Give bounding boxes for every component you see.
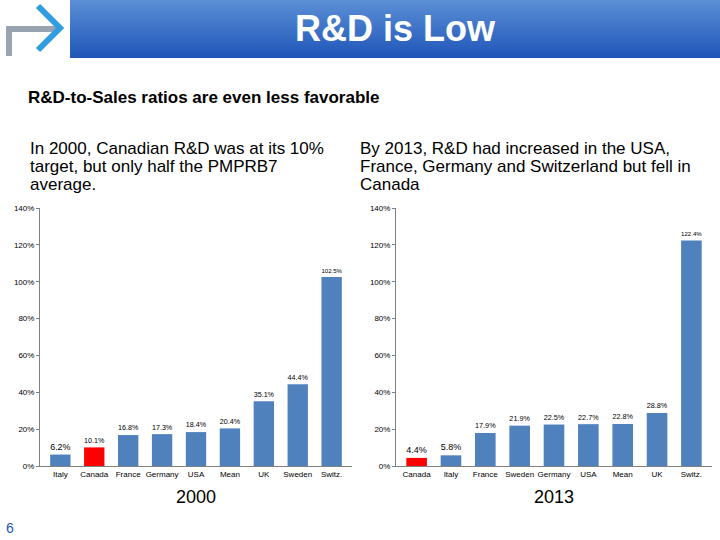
svg-text:140%: 140% (14, 204, 34, 213)
svg-text:102.5%: 102.5% (322, 268, 343, 274)
svg-text:Switz.: Switz. (681, 470, 702, 479)
html-text:R&D-to-Sales ratios are even l: R&D-to-Sales ratios are even less favora… (28, 88, 380, 107)
svg-text:100%: 100% (14, 278, 34, 287)
svg-text:17.3%: 17.3% (152, 424, 173, 432)
svg-text:18.4%: 18.4% (186, 421, 207, 429)
svg-text:20%: 20% (18, 425, 34, 434)
svg-text:6.2%: 6.2% (50, 442, 70, 452)
svg-text:Switz.: Switz. (321, 470, 342, 479)
svg-text:80%: 80% (374, 314, 390, 323)
svg-text:Mean: Mean (613, 470, 633, 479)
svg-text:60%: 60% (374, 351, 390, 360)
svg-text:Sweden: Sweden (283, 470, 312, 479)
html-text:R&D is Low: R&D is Low (295, 8, 495, 49)
svg-text:Germany: Germany (538, 470, 571, 479)
svg-text:0%: 0% (23, 462, 35, 471)
svg-text:44.4%: 44.4% (288, 374, 309, 382)
svg-text:10.1%: 10.1% (84, 437, 105, 445)
svg-text:Mean: Mean (220, 470, 240, 479)
svg-text:Italy: Italy (444, 470, 459, 479)
svg-text:21.9%: 21.9% (509, 414, 530, 423)
svg-text:USA: USA (188, 470, 205, 479)
svg-text:122.4%: 122.4% (681, 231, 702, 237)
svg-text:UK: UK (258, 470, 270, 479)
html-text:In 2000, Canadian R&D was at i: In 2000, Canadian R&D was at its 10% tar… (30, 139, 324, 194)
svg-text:35.1%: 35.1% (254, 391, 275, 399)
svg-text:20.4%: 20.4% (220, 418, 241, 426)
svg-text:22.7%: 22.7% (578, 413, 599, 422)
svg-text:140%: 140% (370, 204, 390, 213)
svg-text:Canada: Canada (403, 470, 432, 479)
svg-text:40%: 40% (374, 388, 390, 397)
html-text:By 2013, R&D had increased in: By 2013, R&D had increased in the USA, F… (360, 139, 691, 194)
svg-text:17.9%: 17.9% (475, 421, 496, 430)
svg-text:16.8%: 16.8% (118, 424, 139, 432)
svg-text:Canada: Canada (80, 470, 109, 479)
svg-text:20%: 20% (374, 425, 390, 434)
svg-text:28.8%: 28.8% (647, 401, 668, 410)
svg-text:4.4%: 4.4% (406, 445, 427, 455)
svg-text:60%: 60% (18, 351, 34, 360)
svg-text:22.8%: 22.8% (612, 412, 633, 421)
svg-text:France: France (116, 470, 141, 479)
svg-text:120%: 120% (14, 241, 34, 250)
svg-text:2000: 2000 (176, 487, 216, 507)
svg-text:22.5%: 22.5% (544, 413, 565, 422)
svg-text:USA: USA (580, 470, 597, 479)
svg-text:Italy: Italy (53, 470, 68, 479)
svg-text:UK: UK (651, 470, 663, 479)
svg-text:100%: 100% (370, 278, 390, 287)
svg-text:120%: 120% (370, 241, 390, 250)
svg-text:France: France (473, 470, 498, 479)
svg-text:80%: 80% (18, 314, 34, 323)
svg-text:5.8%: 5.8% (441, 442, 462, 452)
html-text:6: 6 (6, 520, 14, 536)
svg-text:Germany: Germany (146, 470, 179, 479)
svg-text:0%: 0% (379, 462, 391, 471)
svg-text:2013: 2013 (534, 487, 574, 507)
svg-text:Sweden: Sweden (505, 470, 534, 479)
svg-text:40%: 40% (18, 388, 34, 397)
